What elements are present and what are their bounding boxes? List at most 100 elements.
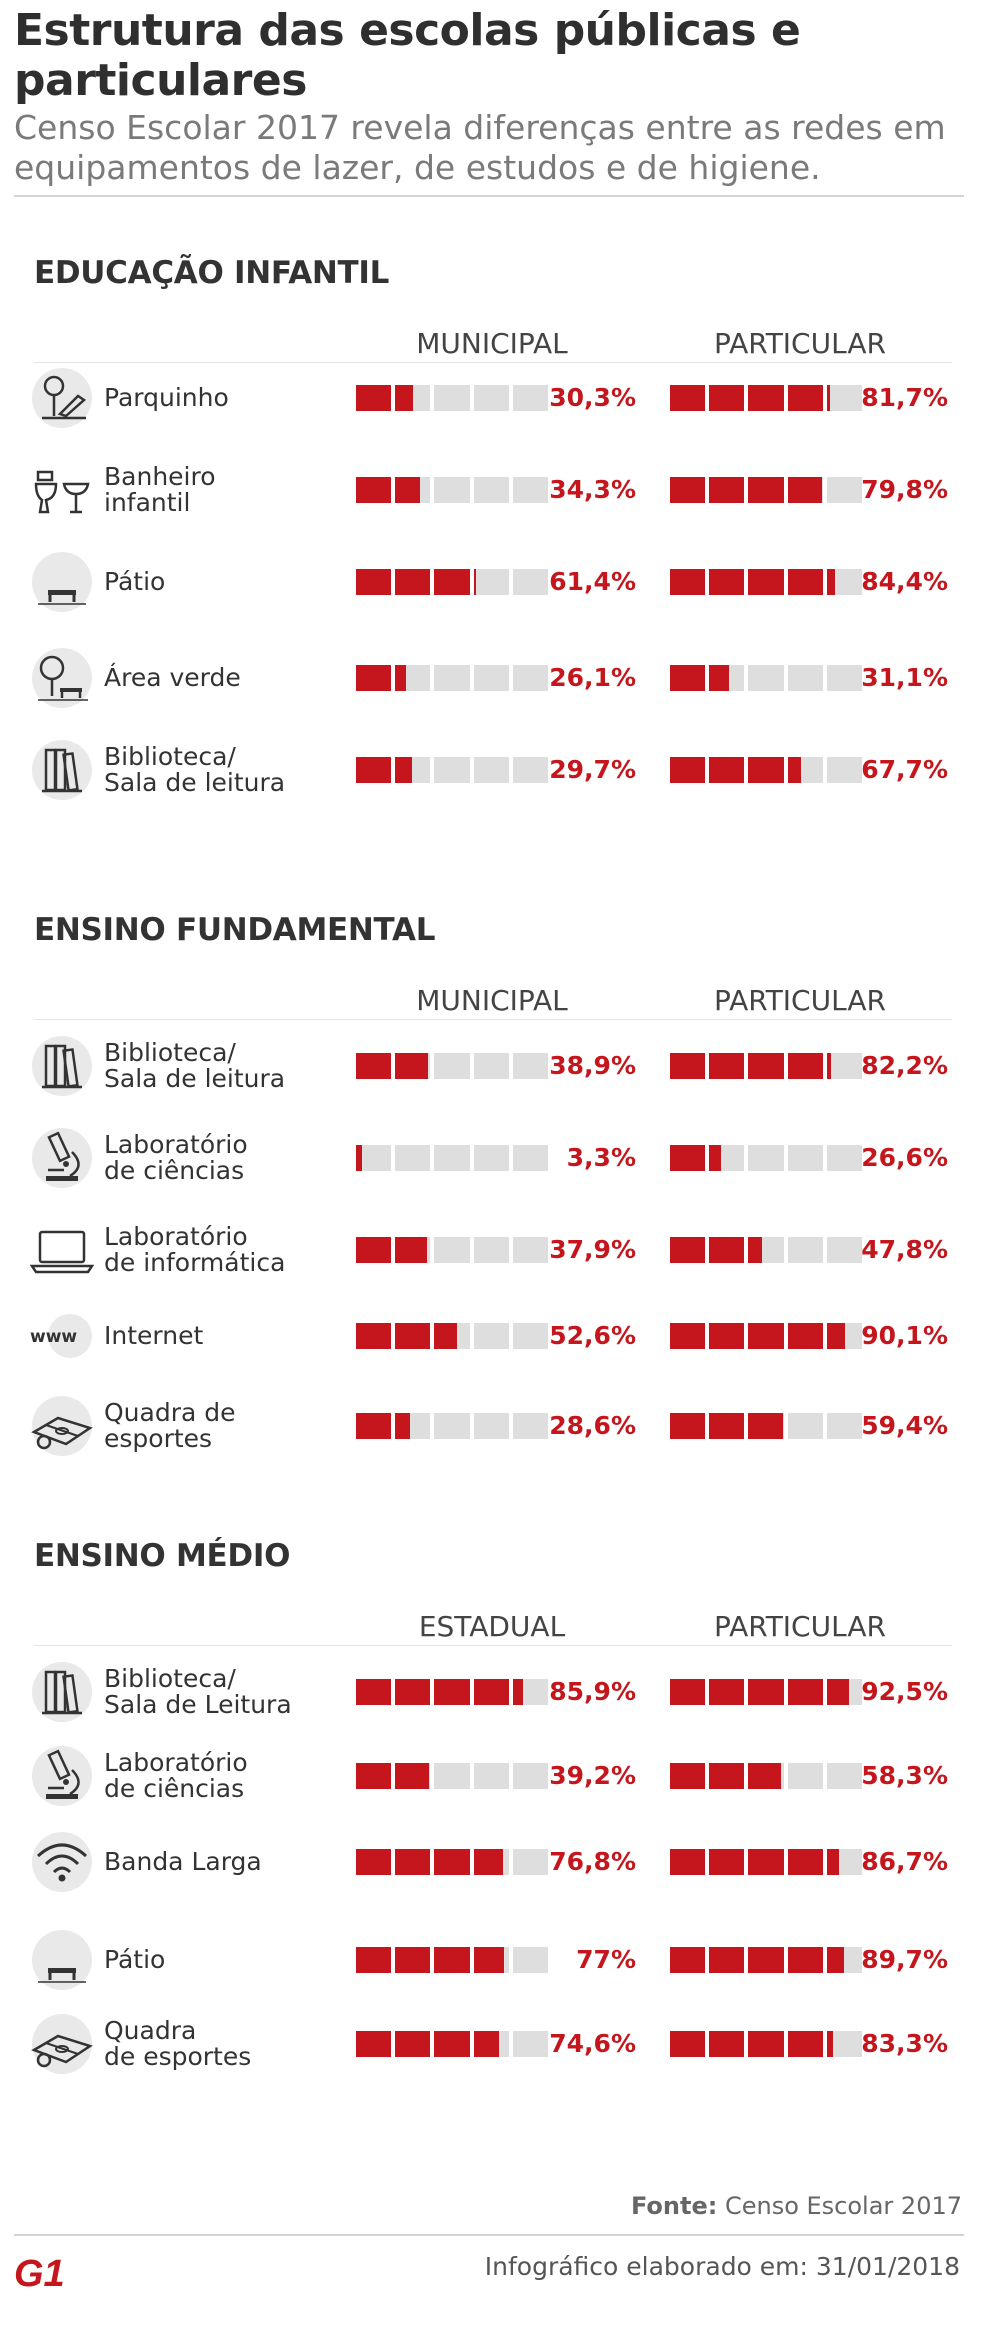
category-label: Área verde [104,663,241,692]
bar-fill [473,1679,509,1705]
bar-segment [434,1145,470,1171]
chart-row: Laboratório de ciências 39,2% 58,3% [0,1741,984,1811]
section-divider [34,1645,952,1646]
bar-segment [395,385,431,411]
bar-segment [473,757,509,783]
bar-segment [787,1679,823,1705]
category-label: Biblioteca/ Sala de Leitura [104,1664,292,1719]
bar-private [670,477,866,503]
category-label: Banheiro infantil [104,462,216,517]
source-note: Fonte: Censo Escolar 2017 [631,2192,962,2220]
bar-fill [748,1947,784,1973]
bar-segment [434,1679,470,1705]
bar-fill [356,1237,392,1263]
bar-fill [787,757,802,783]
bar-segment [787,385,823,411]
bar-segment [787,569,823,595]
bar-segment [787,1849,823,1875]
chart-row: Parquinho 30,3% 81,7% [0,363,984,433]
playground-icon [30,366,94,430]
bar-fill [826,1849,839,1875]
bar-public [356,2031,552,2057]
bar-fill [670,1679,706,1705]
bar-fill [709,385,745,411]
bar-fill [709,1323,745,1349]
bar-fill [826,385,830,411]
bar-fill [395,757,413,783]
bar-fill [434,1323,457,1349]
bar-fill [473,1947,504,1973]
bar-segment [512,1237,548,1263]
value-label: 31,1% [861,663,948,692]
bar-fill [356,757,392,783]
bar-segment [473,1413,509,1439]
bar-segment [787,1145,823,1171]
bar-fill [670,1413,706,1439]
column-header: MUNICIPAL [416,984,568,1017]
bar-fill [748,1679,784,1705]
bar-segment [709,1323,745,1349]
bar-private [670,1947,866,1973]
category-label: Biblioteca/ Sala de leitura [104,742,286,797]
bar-segment [826,2031,862,2057]
bar-segment [826,1413,862,1439]
bar-segment [395,1679,431,1705]
bar-fill [356,385,392,411]
bar-segment [434,1849,470,1875]
value-label: 26,1% [549,663,636,692]
bar-fill [826,2031,833,2057]
value-label: 29,7% [549,755,636,784]
column-header: PARTICULAR [714,1610,886,1643]
bar-segment [395,1145,431,1171]
bar-segment [709,1145,745,1171]
category-label: Pátio [104,567,166,596]
bar-fill [356,665,392,691]
bar-segment [670,757,706,783]
bar-fill [670,385,706,411]
bar-segment [787,665,823,691]
bar-fill [670,665,706,691]
bar-segment [787,1053,823,1079]
column-header: PARTICULAR [714,984,886,1017]
bar-segment [512,1053,548,1079]
bar-segment [826,477,862,503]
bar-public [356,1679,552,1705]
bar-segment [670,477,706,503]
svg-text:G1: G1 [14,2253,65,2292]
bar-segment [356,1413,392,1439]
bar-segment [473,1679,509,1705]
chart-row: Laboratório de informática 37,9% 47,8% [0,1215,984,1285]
value-label: 76,8% [549,1847,636,1876]
bar-fill [709,569,745,595]
bar-segment [748,1947,784,1973]
bar-segment [395,477,431,503]
bar-segment [356,385,392,411]
bar-public [356,477,552,503]
category-label: Laboratório de informática [104,1222,286,1277]
bar-segment [787,757,823,783]
section-title: ENSINO FUNDAMENTAL [34,912,436,948]
bar-private [670,1849,866,1875]
bar-public [356,757,552,783]
bar-fill [434,1679,470,1705]
chart-row: Pátio 61,4% 84,4% [0,547,984,617]
value-label: 74,6% [549,2029,636,2058]
value-label: 81,7% [861,383,948,412]
bar-segment [670,1947,706,1973]
bench-icon [30,1928,94,1992]
chart-row: Biblioteca/ Sala de leitura 29,7% 67,7% [0,735,984,805]
value-label: 26,6% [861,1143,948,1172]
bar-fill [395,1849,431,1875]
bar-segment [473,1849,509,1875]
bar-fill [748,1763,781,1789]
bar-segment [512,1849,548,1875]
category-label: Laboratório de ciências [104,1748,248,1803]
bar-fill [787,385,823,411]
bar-fill [709,1947,745,1973]
bar-fill [395,385,414,411]
bar-segment [473,569,509,595]
bar-segment [670,1763,706,1789]
bar-segment [709,1053,745,1079]
bar-fill [395,1947,431,1973]
value-label: 37,9% [549,1235,636,1264]
